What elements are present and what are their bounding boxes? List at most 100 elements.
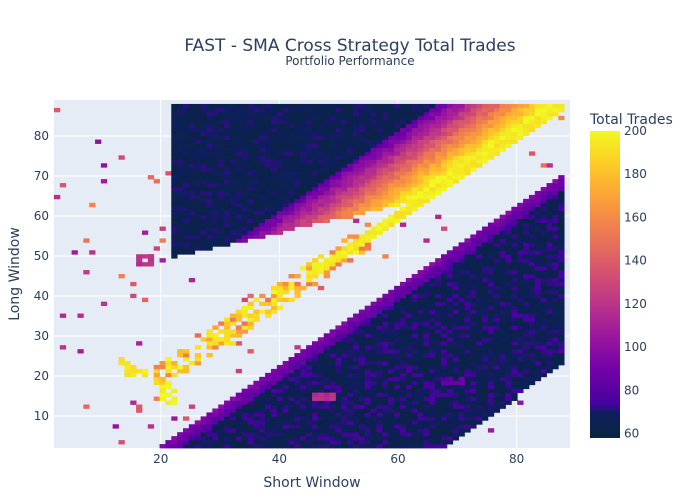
heatmap-cell bbox=[194, 210, 201, 216]
heatmap-cell bbox=[171, 210, 178, 216]
colorbar-title: Total Trades bbox=[589, 112, 673, 128]
y-tick-label: 60 bbox=[34, 209, 49, 223]
heatmap-cell bbox=[353, 135, 360, 140]
heatmap-cell bbox=[470, 372, 477, 378]
heatmap-cell bbox=[200, 246, 207, 251]
heatmap-cell bbox=[523, 380, 530, 386]
heatmap-cell bbox=[429, 171, 436, 176]
heatmap-cell bbox=[423, 317, 430, 322]
heatmap-cell bbox=[100, 163, 108, 168]
heatmap-cell bbox=[317, 179, 325, 184]
heatmap-cell bbox=[470, 242, 477, 247]
heatmap-cell bbox=[206, 151, 213, 156]
heatmap-cell bbox=[118, 274, 125, 279]
heatmap-cell bbox=[482, 285, 489, 291]
heatmap-cell bbox=[505, 289, 512, 295]
heatmap-cell bbox=[423, 412, 430, 417]
heatmap-cell bbox=[405, 396, 413, 401]
heatmap-cell bbox=[358, 412, 366, 417]
heatmap-cell bbox=[399, 325, 407, 330]
heatmap-cell bbox=[446, 341, 454, 346]
heatmap-cell bbox=[552, 293, 559, 299]
heatmap-cell bbox=[188, 175, 196, 180]
heatmap-cell bbox=[487, 246, 495, 251]
heatmap-cell bbox=[300, 357, 307, 362]
heatmap-cell bbox=[270, 400, 278, 405]
heatmap-cell bbox=[159, 388, 166, 394]
heatmap-cell bbox=[247, 234, 254, 239]
heatmap-cell bbox=[323, 107, 330, 113]
heatmap-cell bbox=[376, 127, 383, 133]
heatmap-cell bbox=[317, 444, 325, 449]
heatmap-cell bbox=[523, 266, 530, 271]
heatmap-cell bbox=[417, 155, 424, 160]
heatmap-cell bbox=[423, 107, 430, 113]
heatmap-cell bbox=[493, 119, 501, 125]
heatmap-cell bbox=[399, 436, 407, 441]
heatmap-cell bbox=[482, 159, 489, 164]
y-tick-label: 50 bbox=[34, 249, 49, 263]
heatmap-cell bbox=[417, 372, 424, 378]
heatmap-cell bbox=[405, 420, 413, 425]
heatmap-cell bbox=[358, 127, 366, 133]
heatmap-cell bbox=[276, 135, 284, 140]
heatmap-cell bbox=[276, 424, 284, 429]
heatmap-cell bbox=[341, 194, 348, 200]
heatmap-cell bbox=[218, 194, 225, 200]
heatmap-cell bbox=[183, 432, 190, 437]
heatmap-cell bbox=[499, 214, 506, 220]
heatmap-cell bbox=[247, 119, 254, 125]
heatmap-cell bbox=[370, 226, 377, 231]
heatmap-cell bbox=[511, 364, 518, 370]
heatmap-cell bbox=[294, 364, 301, 370]
heatmap-cell bbox=[294, 210, 301, 216]
heatmap-cell bbox=[470, 384, 477, 390]
heatmap-cell bbox=[341, 341, 348, 346]
heatmap-cell bbox=[458, 321, 465, 326]
heatmap-cell bbox=[376, 123, 383, 129]
heatmap-cell bbox=[429, 420, 436, 425]
heatmap-cell bbox=[558, 361, 565, 366]
heatmap-cell bbox=[523, 361, 530, 366]
heatmap-cell bbox=[335, 368, 342, 374]
heatmap-cell bbox=[218, 428, 225, 433]
heatmap-cell bbox=[171, 230, 178, 235]
heatmap-cell bbox=[288, 202, 295, 208]
heatmap-cell bbox=[429, 155, 436, 160]
heatmap-cell bbox=[288, 123, 295, 129]
heatmap-cell bbox=[247, 183, 254, 188]
heatmap-cell bbox=[300, 179, 307, 184]
heatmap-cell bbox=[370, 432, 377, 437]
heatmap-cell bbox=[411, 384, 418, 390]
heatmap-cell bbox=[558, 270, 565, 275]
heatmap-cell bbox=[364, 230, 372, 235]
heatmap-cell bbox=[517, 123, 524, 129]
heatmap-cell bbox=[358, 329, 366, 334]
heatmap-cell bbox=[558, 262, 565, 267]
heatmap-cell bbox=[399, 341, 407, 346]
heatmap-cell bbox=[224, 131, 231, 136]
heatmap-cell bbox=[364, 242, 372, 247]
heatmap-cell bbox=[235, 333, 243, 338]
heatmap-cell bbox=[511, 250, 518, 255]
heatmap-cell bbox=[212, 190, 219, 196]
heatmap-cell bbox=[388, 349, 395, 354]
heatmap-cell bbox=[511, 305, 518, 310]
heatmap-cell bbox=[517, 262, 524, 267]
heatmap-cell bbox=[312, 147, 319, 152]
heatmap-cell bbox=[429, 341, 436, 346]
heatmap-cell bbox=[528, 274, 536, 279]
heatmap-cell bbox=[458, 258, 465, 263]
heatmap-cell bbox=[165, 384, 172, 390]
heatmap-cell bbox=[341, 412, 348, 417]
heatmap-cell bbox=[429, 321, 436, 326]
heatmap-cell bbox=[446, 337, 454, 342]
heatmap-cell bbox=[394, 376, 401, 382]
heatmap-cell bbox=[382, 444, 389, 449]
heatmap-cell bbox=[358, 131, 366, 136]
heatmap-cell bbox=[188, 214, 196, 220]
heatmap-cell bbox=[552, 349, 559, 354]
heatmap-cell bbox=[282, 404, 289, 409]
heatmap-cell bbox=[218, 424, 225, 429]
heatmap-cell bbox=[335, 179, 342, 184]
